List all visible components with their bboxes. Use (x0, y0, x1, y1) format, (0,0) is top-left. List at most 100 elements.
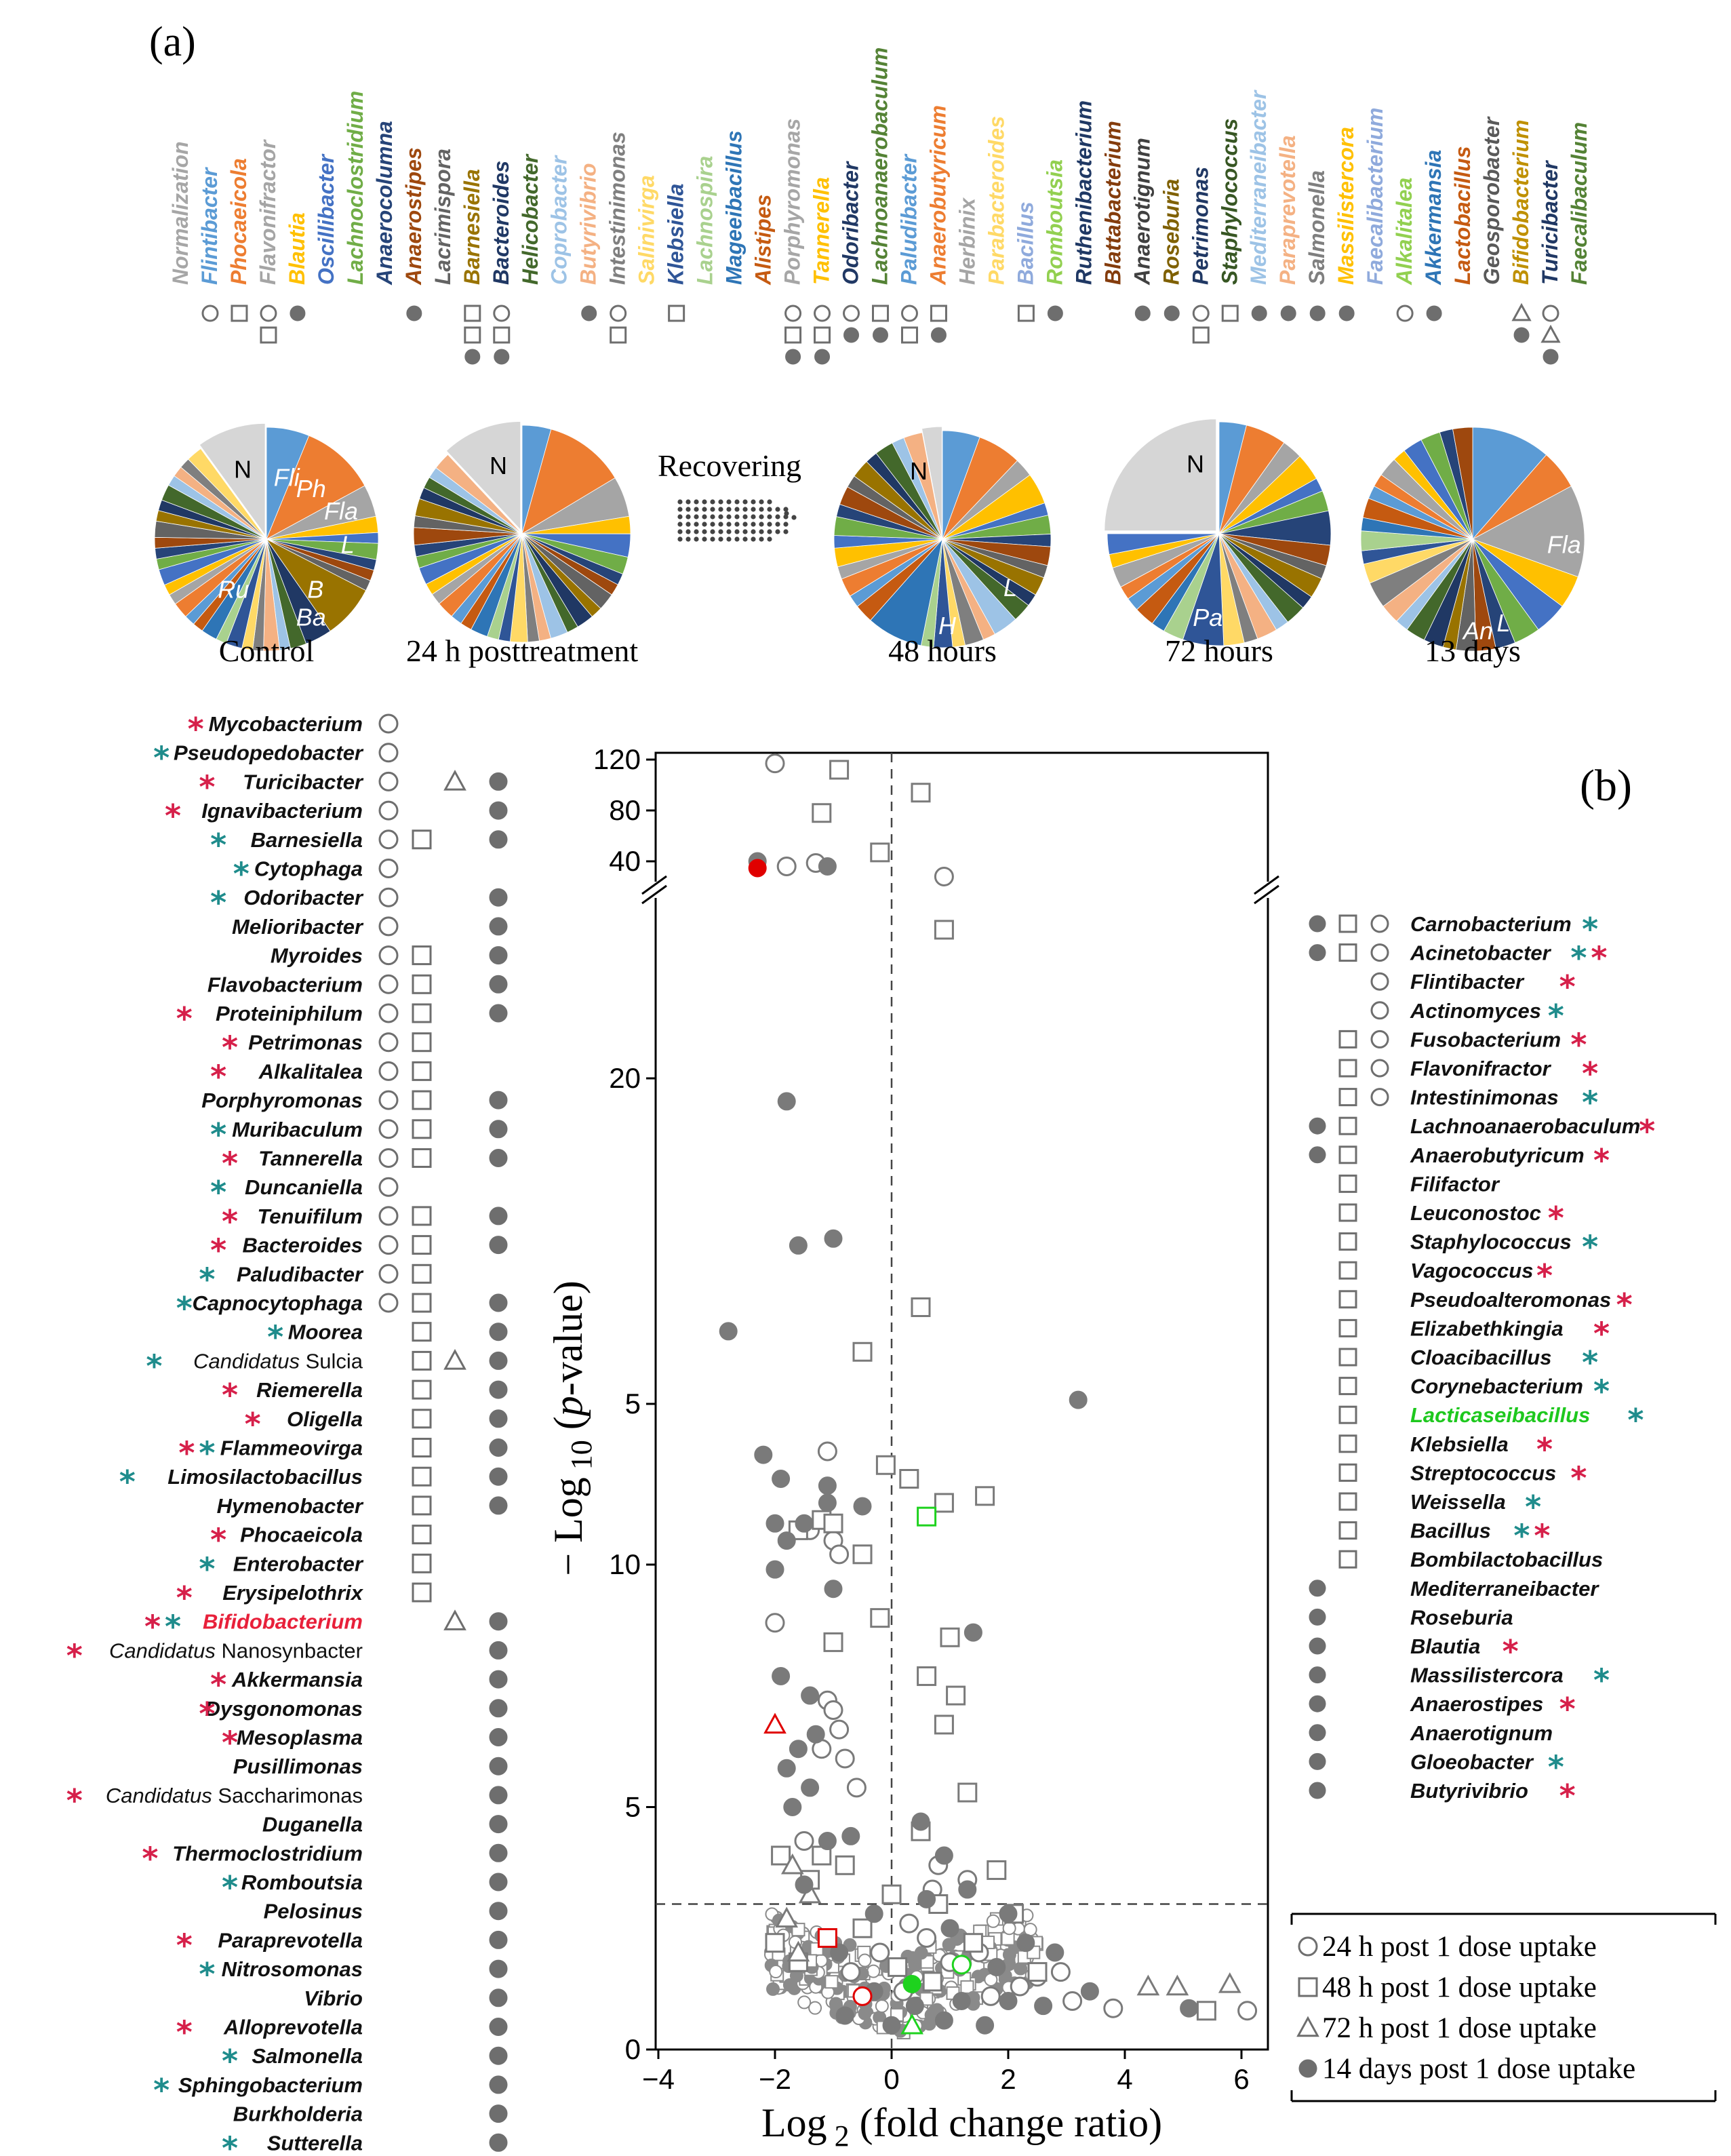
left-list-row: Candidatus Nanosynbacter * (66, 1637, 508, 1674)
right-marker-48h (1338, 1463, 1357, 1482)
left-list-row: Barnesiella * (210, 827, 508, 863)
left-marker-24h (378, 1177, 399, 1197)
left-genus-name: Alloprevotella (223, 2016, 363, 2039)
left-list-row: Petrimonas * (222, 1030, 432, 1066)
significance-star: * (1582, 911, 1598, 947)
arrow-dot (718, 536, 723, 542)
left-marker-72h (443, 1609, 466, 1630)
significance-star: * (222, 2043, 238, 2079)
arrow-dot (726, 499, 732, 505)
data-point (780, 1853, 804, 1875)
left-list-row: Alloprevotella * (176, 2014, 508, 2051)
left-list-row: Mesoplasma* (222, 1725, 508, 1761)
arrow-dot (751, 529, 756, 534)
arrow-dot (694, 529, 699, 534)
data-point (824, 1580, 843, 1599)
left-list-row: Oligella * (245, 1406, 508, 1443)
arrow-dot (694, 536, 699, 542)
arrow-dot (767, 514, 772, 520)
data-point (1103, 1998, 1123, 2018)
data-point (934, 1493, 954, 1513)
significance-star: * (199, 768, 215, 805)
data-point (852, 1918, 873, 1938)
pie-slice-normalization (199, 423, 266, 536)
x-axis-label: Log 2 (fold change ratio) (761, 2100, 1162, 2153)
genus-marker (1047, 305, 1063, 321)
series-14-days-post-1-dose-uptake (719, 852, 1199, 2035)
right-list-row: Anaerobutyricum * (1309, 1142, 1610, 1179)
left-marker-14d (489, 1902, 508, 1921)
data-point (1180, 1999, 1199, 2018)
cloud-point (914, 1946, 928, 1960)
significance-star: * (222, 1377, 238, 1413)
arrow-dot (694, 507, 699, 512)
left-marker-48h (412, 1293, 432, 1313)
right-genus-name: Blautia (1410, 1634, 1480, 1658)
left-marker-14d (489, 1496, 508, 1515)
data-point (899, 1469, 919, 1489)
left-marker-14d (489, 1670, 508, 1689)
data-point (765, 753, 785, 774)
right-genus-name: Staphylococcus (1410, 1230, 1572, 1254)
genus-marker (1017, 305, 1035, 322)
right-list-row: Klebsiella * (1338, 1431, 1553, 1468)
left-genus-name: Flavobacterium (207, 973, 363, 996)
right-marker-24h (1370, 972, 1389, 991)
data-point (777, 1759, 796, 1778)
left-list-row: Turicibacter * (199, 768, 508, 805)
significance-star: * (199, 1435, 215, 1472)
cloud-point (942, 1938, 956, 1952)
pie-label: 72 hours (1165, 633, 1273, 668)
series-24-h-post-1-dose-uptake (765, 753, 1258, 2021)
data-point (765, 1613, 785, 1633)
data-point (1237, 2001, 1258, 2021)
left-genus-name: Odoribacter (243, 886, 364, 909)
y-tick-label: 5 (625, 1388, 641, 1419)
left-marker-14d (489, 1004, 508, 1023)
series-highlight (748, 859, 972, 2035)
arrow-dot (734, 514, 740, 520)
left-list-row: Enterobacter * (199, 1550, 432, 1587)
genus-marker (260, 305, 277, 322)
left-genus-name: Cytophaga (254, 857, 363, 881)
right-marker-48h (1338, 1030, 1357, 1048)
significance-star: * (1536, 1431, 1553, 1468)
right-genus-name: Cloacibacillus (1410, 1346, 1551, 1369)
left-genus-name: Pusillimonas (233, 1755, 363, 1778)
cloud-point (808, 2001, 822, 2015)
data-point (975, 1486, 995, 1506)
pie-slice (1107, 533, 1220, 555)
x-tick-label: 4 (1117, 2063, 1132, 2095)
pie-n-label: N (910, 457, 928, 485)
data-point (771, 1845, 791, 1866)
right-list-row: Massilistercora * (1309, 1662, 1610, 1699)
pie-initial: Ru (218, 575, 249, 603)
data-point (1069, 1390, 1088, 1409)
arrow-dot (718, 522, 723, 527)
left-genus-name: Bifidobacterium (203, 1610, 363, 1634)
left-list-row: Phocaeicola * (210, 1522, 432, 1559)
highlight-point (763, 1712, 787, 1734)
genus-label-oscillibacter: Oscillibacter (314, 153, 338, 285)
data-point (1196, 2001, 1216, 2021)
arrow-dot (767, 507, 772, 512)
data-point (829, 1719, 850, 1740)
legend-marker (1298, 1936, 1318, 1957)
arrow-dot (685, 507, 691, 512)
arrow-dot (775, 522, 780, 527)
pie-initial: Fli (274, 463, 300, 491)
genus-marker (260, 326, 277, 344)
data-point (1218, 1972, 1241, 1993)
right-marker-48h (1338, 1290, 1357, 1309)
genus-label-paludibacter: Paludibacter (896, 153, 921, 285)
left-list-row: Myroides (271, 944, 508, 968)
genus-marker (814, 326, 831, 344)
arrow-dot (767, 529, 772, 534)
data-point (987, 1860, 1007, 1880)
right-list-row: Bombilactobacillus (1338, 1548, 1603, 1571)
arrow-dot (742, 536, 748, 542)
pie-n-label: N (490, 452, 507, 479)
cloud-point (824, 1975, 839, 1989)
